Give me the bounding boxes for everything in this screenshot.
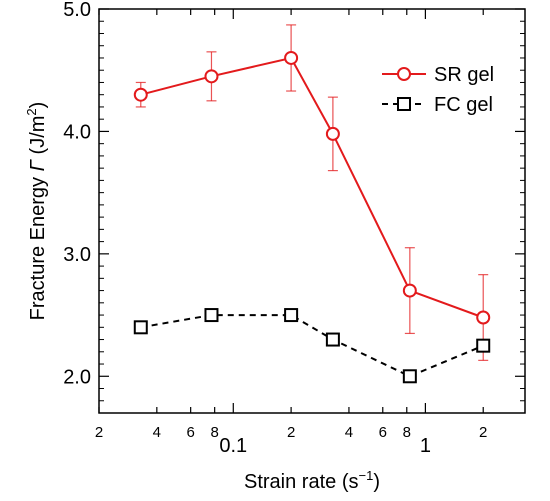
legend-marker <box>397 97 411 111</box>
x-axis-label-sup: −1 <box>358 468 373 483</box>
y-axis-label-sup: 2 <box>24 108 39 115</box>
legend-label: FC gel <box>434 94 493 116</box>
legend-label: SR gel <box>434 64 494 86</box>
x-tick-label: 8 <box>210 424 218 441</box>
x-tick-label: 4 <box>153 424 161 441</box>
data-point <box>476 338 491 353</box>
x-tick-label: 0.1 <box>219 435 247 457</box>
data-point <box>284 308 299 323</box>
y-tick-label: 3.0 <box>63 244 91 266</box>
y-tick-label: 2.0 <box>63 366 91 388</box>
series-line <box>140 314 484 378</box>
x-tick-label: 6 <box>379 424 387 441</box>
data-point <box>476 310 491 325</box>
data-point <box>204 308 219 323</box>
data-point <box>133 87 148 102</box>
x-axis-label-end: ) <box>373 471 380 493</box>
series-fc-gel <box>133 308 491 384</box>
legend-marker <box>397 67 411 81</box>
data-point <box>402 283 417 298</box>
y-tick-label: 4.0 <box>63 121 91 143</box>
series-line <box>140 56 484 319</box>
x-tick-label: 2 <box>287 424 295 441</box>
x-tick-label: 2 <box>479 424 487 441</box>
data-point <box>133 320 148 335</box>
series-sr-gel <box>133 24 491 361</box>
series-layer <box>133 24 491 384</box>
data-point <box>325 332 340 347</box>
data-point <box>325 126 340 141</box>
x-tick-label: 6 <box>186 424 194 441</box>
data-point <box>284 50 299 65</box>
x-tick-label: 4 <box>345 424 353 441</box>
data-point <box>402 369 417 384</box>
y-axis-label: Fracture Energy Γ (J/m2) <box>24 102 49 321</box>
y-axis-label-end: ) <box>27 102 49 109</box>
legend: SR gel FC gel <box>382 64 494 116</box>
plot-area-frame <box>98 8 526 414</box>
x-tick-label: 1 <box>420 435 431 457</box>
y-tick-label: 5.0 <box>63 0 91 21</box>
x-axis-label: Strain rate (s−1) <box>244 468 380 493</box>
y-axis-label-symbol: Γ <box>27 158 49 171</box>
data-point <box>204 69 219 84</box>
y-axis-label-unit: (J/m <box>27 116 49 160</box>
x-tick-label: 2 <box>95 424 103 441</box>
x-tick-label: 8 <box>403 424 411 441</box>
